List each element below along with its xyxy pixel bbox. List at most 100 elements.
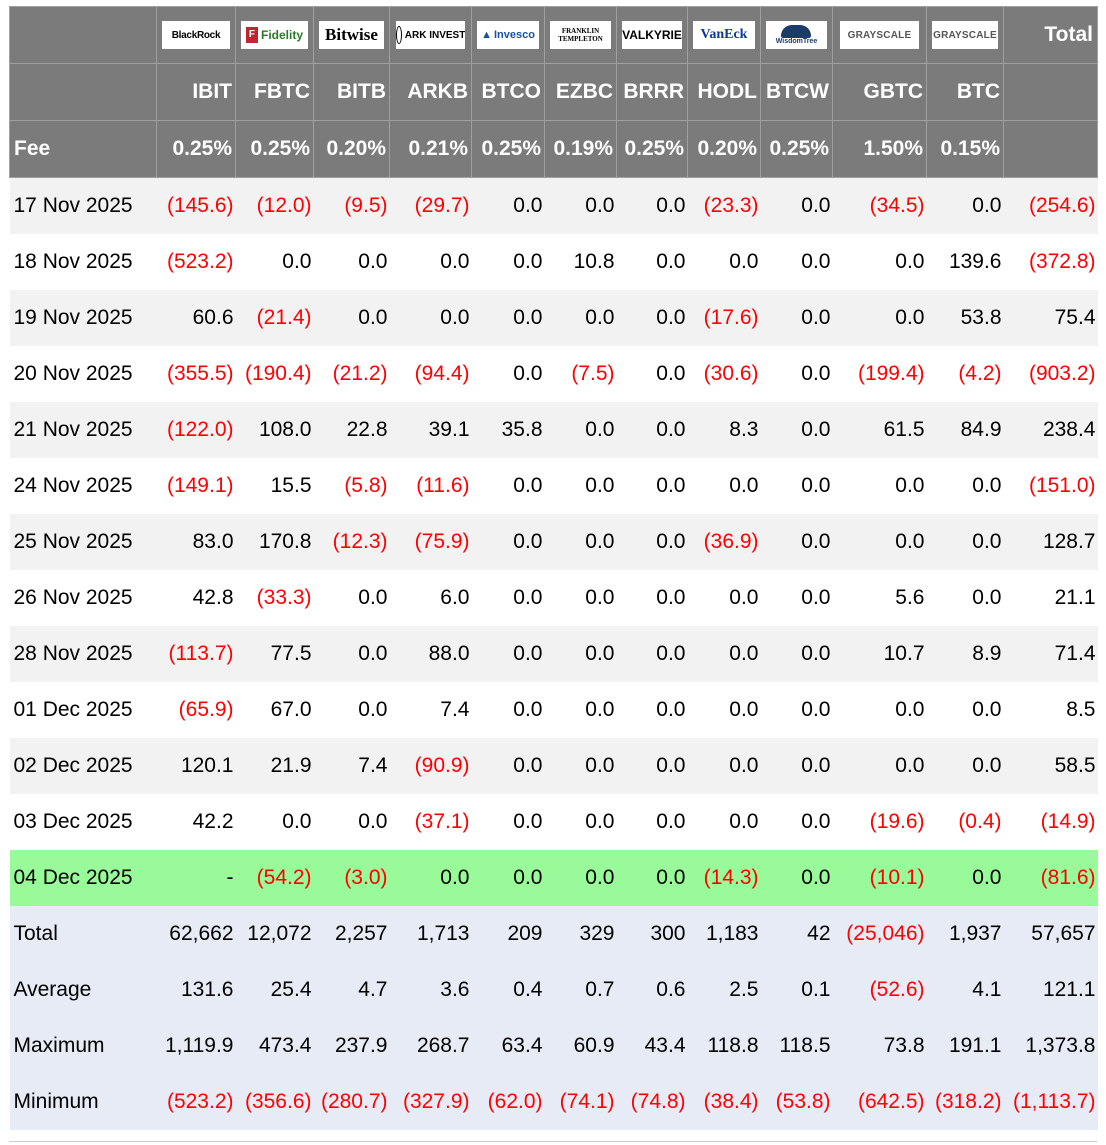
flow-value-cell: 0.0 <box>544 738 617 794</box>
brand-text: GRAYSCALE <box>933 29 997 41</box>
flow-value-cell: (74.8) <box>616 1074 688 1130</box>
flow-value-cell: 8.3 <box>687 402 761 458</box>
fee-total-cell <box>1003 120 1098 178</box>
total-value-cell: 71.4 <box>1003 626 1098 682</box>
fee-arkb: 0.21% <box>389 120 472 178</box>
flow-value-cell: 118.8 <box>687 1018 761 1074</box>
fee-row: Fee 0.25% 0.25% 0.20% 0.21% 0.25% 0.19% … <box>9 120 1098 178</box>
brand-cell-franklin: FRANKLIN TEMPLETON <box>544 6 617 64</box>
total-value-cell: (14.9) <box>1003 794 1098 850</box>
flow-value-cell: 0.0 <box>471 458 545 514</box>
brand-text: Bitwise <box>325 25 378 44</box>
total-value-cell: (372.8) <box>1003 234 1098 290</box>
table-row: 28 Nov 2025 (113.7) 77.5 0.0 88.0 0.0 0.0 0.0 0.… <box>9 626 1098 682</box>
table-row: 01 Dec 2025 (65.9) 67.0 0.0 7.4 0.0 0.0 0.0 0.0 0… <box>9 682 1098 738</box>
flow-value-cell: 0.0 <box>760 738 833 794</box>
grayscale-logo: GRAYSCALE <box>932 21 998 49</box>
vaneck-logo: VanEck <box>693 21 755 49</box>
fee-gbtc: 1.50% <box>832 120 927 178</box>
flow-value-cell: 77.5 <box>235 626 314 682</box>
total-value-cell: (903.2) <box>1003 346 1098 402</box>
flow-value-cell: 0.0 <box>471 626 545 682</box>
total-value-cell: 57,657 <box>1003 906 1098 962</box>
flow-value-cell: 0.0 <box>313 234 390 290</box>
flow-value-cell: 0.0 <box>544 850 617 906</box>
flow-value-cell: 0.0 <box>313 570 390 626</box>
flow-value-cell: 35.8 <box>471 402 545 458</box>
flow-value-cell: 300 <box>616 906 688 962</box>
flow-value-cell: 3.6 <box>389 962 472 1018</box>
table-row: 21 Nov 2025 (122.0) 108.0 22.8 39.1 35.8 0.0 0.… <box>9 402 1098 458</box>
brand-cell-wisdomtree: WisdomTree <box>760 6 833 64</box>
flow-value-cell: 0.0 <box>926 682 1004 738</box>
flow-value-cell: (523.2) <box>156 234 236 290</box>
flow-value-cell: 12,072 <box>235 906 314 962</box>
flow-value-cell: 0.0 <box>760 570 833 626</box>
flow-value-cell: 118.5 <box>760 1018 833 1074</box>
flow-value-cell: 329 <box>544 906 617 962</box>
flow-value-cell: 0.0 <box>471 234 545 290</box>
fee-ibit: 0.25% <box>156 120 236 178</box>
flow-value-cell: 42 <box>760 906 833 962</box>
table-row: 02 Dec 2025 120.1 21.9 7.4 (90.9) 0.0 0.0 0.0 0.… <box>9 738 1098 794</box>
ticker-btco: BTCO <box>471 63 545 121</box>
flow-value-cell: 473.4 <box>235 1018 314 1074</box>
ticker-bitb: BITB <box>313 63 390 121</box>
brand-text: GRAYSCALE <box>847 29 912 41</box>
flow-value-cell: 8.9 <box>926 626 1004 682</box>
grayscale-logo: GRAYSCALE <box>839 21 920 49</box>
brand-cell-blackrock: BlackRock <box>156 6 236 64</box>
flow-value-cell: 60.9 <box>544 1018 617 1074</box>
flow-value-cell: 0.0 <box>471 514 545 570</box>
date-cell: 24 Nov 2025 <box>9 458 157 514</box>
brand-text: BlackRock <box>171 29 221 41</box>
date-cell: 28 Nov 2025 <box>9 626 157 682</box>
flow-value-cell: 0.0 <box>544 458 617 514</box>
flow-value-cell: (4.2) <box>926 346 1004 402</box>
flow-value-cell: 1,119.9 <box>156 1018 236 1074</box>
table-row: 18 Nov 2025 (523.2) 0.0 0.0 0.0 0.0 10.8 0.0 0.0… <box>9 234 1098 290</box>
flow-value-cell: 53.8 <box>926 290 1004 346</box>
franklin-templeton-logo: FRANKLIN TEMPLETON <box>549 21 612 49</box>
flow-value-cell: 0.0 <box>544 682 617 738</box>
flow-value-cell: 0.0 <box>313 682 390 738</box>
summary-label: Minimum <box>9 1074 157 1130</box>
flow-value-cell: (38.4) <box>687 1074 761 1130</box>
ticker-gbtc: GBTC <box>832 63 927 121</box>
flow-value-cell: 0.0 <box>760 626 833 682</box>
flow-value-cell: (14.3) <box>687 850 761 906</box>
flow-value-cell: 6.0 <box>389 570 472 626</box>
blackrock-logo: BlackRock <box>162 21 230 49</box>
flow-value-cell: 0.0 <box>926 570 1004 626</box>
ticker-arkb: ARKB <box>389 63 472 121</box>
brand-cell-ark: ARK INVEST <box>389 6 472 64</box>
flow-value-cell: 170.8 <box>235 514 314 570</box>
flow-value-cell: (65.9) <box>156 682 236 738</box>
fee-brrr: 0.25% <box>616 120 688 178</box>
ticker-fbtc: FBTC <box>235 63 314 121</box>
flow-value-cell: 0.0 <box>471 738 545 794</box>
flow-value-cell: 0.0 <box>687 570 761 626</box>
flow-value-cell: 139.6 <box>926 234 1004 290</box>
flow-value-cell: 0.0 <box>926 177 1004 234</box>
summary-row: Total 62,662 12,072 2,257 1,713 209 329 300 1,18… <box>9 906 1098 962</box>
summary-row: Minimum (523.2) (356.6) (280.7) (327.9) (62.0… <box>9 1074 1098 1130</box>
flow-value-cell: (53.8) <box>760 1074 833 1130</box>
flow-value-cell: 62,662 <box>156 906 236 962</box>
flow-value-cell: 0.0 <box>616 514 688 570</box>
table-bottom-border <box>9 1141 1097 1142</box>
ticker-hodl: HODL <box>687 63 761 121</box>
flow-value-cell: 0.0 <box>832 458 927 514</box>
flow-value-cell: 0.0 <box>616 402 688 458</box>
summary-row: Maximum 1,119.9 473.4 237.9 268.7 63.4 60.9 43.… <box>9 1018 1098 1074</box>
flow-value-cell: (10.1) <box>832 850 927 906</box>
flow-value-cell: (9.5) <box>313 177 390 234</box>
table-row: 17 Nov 2025 (145.6) (12.0) (9.5) (29.7) 0.0 0.… <box>9 177 1098 234</box>
flow-value-cell: 0.0 <box>235 794 314 850</box>
flow-value-cell: 268.7 <box>389 1018 472 1074</box>
flow-value-cell: 0.0 <box>687 234 761 290</box>
flow-value-cell: (17.6) <box>687 290 761 346</box>
date-cell: 02 Dec 2025 <box>9 738 157 794</box>
flow-value-cell: (94.4) <box>389 346 472 402</box>
flow-value-cell: 191.1 <box>926 1018 1004 1074</box>
